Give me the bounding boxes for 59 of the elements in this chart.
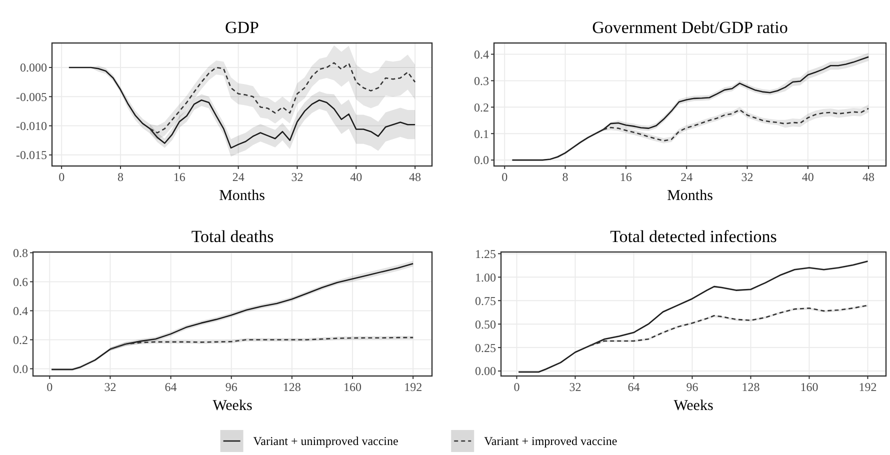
x-tick-label: 16	[620, 170, 632, 184]
y-tick-label: 0.0	[474, 153, 489, 168]
x-axis-title: Weeks	[212, 398, 252, 414]
y-tick-label: 0.000	[20, 60, 47, 75]
x-tick-label: 0	[514, 380, 520, 394]
x-tick-label: 0	[46, 380, 53, 394]
x-tick-label: 64	[164, 380, 177, 394]
x-tick-label: 32	[291, 170, 304, 184]
y-tick-label: 0.50	[475, 317, 496, 332]
chart-title: Total detected infections	[610, 227, 777, 246]
x-tick-label: 128	[742, 380, 760, 394]
x-tick-label: 40	[350, 170, 362, 184]
x-tick-label: 16	[173, 170, 186, 184]
x-tick-label: 48	[409, 170, 422, 184]
x-tick-label: 24	[680, 170, 693, 184]
x-tick-label: 96	[686, 380, 698, 394]
legend-label: Variant + unimproved vaccine	[253, 434, 398, 448]
x-tick-label: 160	[800, 380, 818, 394]
y-tick-label: 0.4	[13, 304, 28, 318]
x-tick-label: 24	[232, 170, 244, 184]
x-tick-label: 32	[104, 380, 116, 394]
y-tick-label: 0.75	[475, 294, 496, 308]
x-tick-label: 96	[225, 380, 238, 394]
y-tick-label: 0.8	[13, 246, 28, 260]
x-tick-label: 64	[628, 380, 640, 394]
x-tick-label: 40	[802, 170, 814, 184]
x-tick-label: 32	[569, 380, 582, 394]
x-tick-label: 8	[562, 170, 568, 184]
y-tick-label: -0.010	[16, 118, 47, 133]
y-tick-label: 0.3	[474, 74, 489, 88]
x-tick-label: 8	[117, 170, 124, 184]
y-tick-label: 0.25	[475, 340, 496, 355]
x-axis-title: Months	[667, 188, 714, 204]
chart-title: GDP	[224, 18, 260, 37]
y-tick-label: 0.6	[13, 274, 28, 289]
y-tick-label: -0.015	[16, 148, 47, 162]
chart-title: Total deaths	[191, 227, 274, 246]
y-tick-label: 1.00	[475, 270, 496, 284]
y-tick-label: 1.25	[475, 246, 496, 261]
x-tick-label: 0	[502, 170, 508, 184]
x-tick-label: 192	[404, 380, 422, 394]
x-tick-label: 192	[858, 380, 877, 394]
x-tick-label: 32	[741, 170, 754, 184]
x-axis-title: Weeks	[674, 398, 714, 414]
x-axis-title: Months	[219, 188, 266, 204]
chart-title: Government Debt/GDP ratio	[592, 18, 788, 37]
y-tick-label: 0.2	[474, 100, 489, 114]
x-tick-label: 48	[862, 170, 875, 184]
y-tick-label: 0.1	[474, 126, 489, 141]
y-tick-label: 0.00	[475, 364, 496, 378]
y-tick-label: 0.2	[13, 332, 28, 347]
x-tick-label: 160	[344, 380, 362, 394]
x-tick-label: 0	[58, 170, 65, 184]
y-tick-label: 0.0	[13, 362, 28, 376]
y-tick-label: -0.005	[16, 90, 47, 104]
y-tick-label: 0.4	[474, 47, 489, 62]
line-series	[149, 62, 416, 134]
x-tick-label: 128	[282, 380, 301, 394]
legend-label: Variant + improved vaccine	[484, 434, 618, 448]
